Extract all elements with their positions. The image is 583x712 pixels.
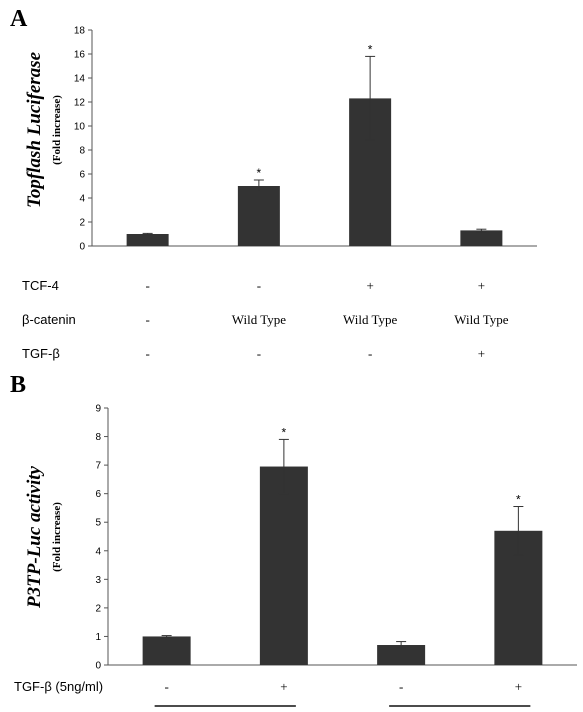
condition-value: Wild Type — [454, 312, 509, 327]
condition-label: β-catenin — [22, 312, 76, 327]
y-tick-label: 4 — [79, 194, 85, 205]
y-tick-label: 9 — [95, 404, 101, 415]
bar — [377, 645, 426, 665]
significance-marker: * — [282, 425, 287, 439]
panel-a-ylabel-sub: (Fold increase) — [51, 95, 63, 165]
condition-value: - — [399, 679, 403, 694]
significance-marker: * — [516, 493, 521, 507]
y-tick-label: 8 — [79, 146, 85, 157]
panel-a-conditions: TCF-4 - - + + β-catenin - Wild Type Wild Type Wil… — [22, 278, 509, 361]
panel-b-conditions: TGF-β (5ng/ml) - + - + — [14, 679, 522, 694]
y-tick-label: 6 — [95, 489, 101, 500]
condition-value: - — [145, 346, 149, 361]
y-tick-label: 12 — [74, 98, 86, 109]
significance-marker: * — [368, 42, 373, 56]
panel-b-groups: Controlβ–catenin — [154, 705, 531, 712]
panel-b-plot: 0 1 2 3 4 5 6 7 8 9 * * — [95, 404, 577, 672]
condition-value: - — [257, 346, 261, 361]
condition-label: TCF-4 — [22, 278, 59, 293]
condition-label: TGF-β (5ng/ml) — [14, 679, 103, 694]
panel-a-plot: 0 2 4 6 8 10 12 14 16 18 * * — [74, 26, 537, 253]
condition-value: + — [366, 278, 373, 293]
y-tick-label: 14 — [74, 74, 86, 85]
y-tick-label: 8 — [95, 432, 101, 443]
y-tick-label: 7 — [95, 461, 101, 472]
bar — [142, 636, 191, 665]
condition-value: - — [368, 346, 372, 361]
condition-value: Wild Type — [232, 312, 287, 327]
condition-value: - — [257, 278, 261, 293]
bar — [237, 186, 280, 246]
y-tick-label: 0 — [95, 661, 101, 672]
bar — [126, 234, 169, 246]
panel-a-letter: A — [10, 6, 28, 32]
bar — [460, 230, 503, 246]
condition-value: + — [280, 679, 287, 694]
panel-b-ylabel-sub: (Fold increase) — [51, 502, 63, 572]
condition-value: + — [478, 346, 485, 361]
y-tick-label: 2 — [79, 218, 85, 229]
condition-value: - — [164, 679, 168, 694]
condition-value: - — [145, 312, 149, 327]
y-tick-label: 18 — [74, 26, 86, 37]
y-tick-label: 4 — [95, 546, 101, 557]
condition-value: + — [515, 679, 522, 694]
y-tick-label: 1 — [95, 632, 101, 643]
y-tick-label: 3 — [95, 575, 101, 586]
condition-label: TGF-β — [22, 346, 60, 361]
panel-a-ylabel: Topflash Luciferase — [24, 51, 45, 208]
panel-b-letter: B — [10, 372, 26, 398]
panel-b-ylabel: P3TP-Luc activity — [24, 465, 45, 608]
condition-value: - — [145, 278, 149, 293]
y-tick-label: 5 — [95, 518, 101, 529]
y-tick-label: 2 — [95, 603, 101, 614]
y-tick-label: 16 — [74, 50, 86, 61]
significance-marker: * — [257, 166, 262, 180]
y-tick-label: 6 — [79, 170, 85, 181]
y-tick-label: 10 — [74, 122, 86, 133]
condition-value: + — [478, 278, 485, 293]
y-tick-label: 0 — [79, 242, 85, 253]
condition-value: Wild Type — [343, 312, 398, 327]
bar — [259, 466, 308, 665]
